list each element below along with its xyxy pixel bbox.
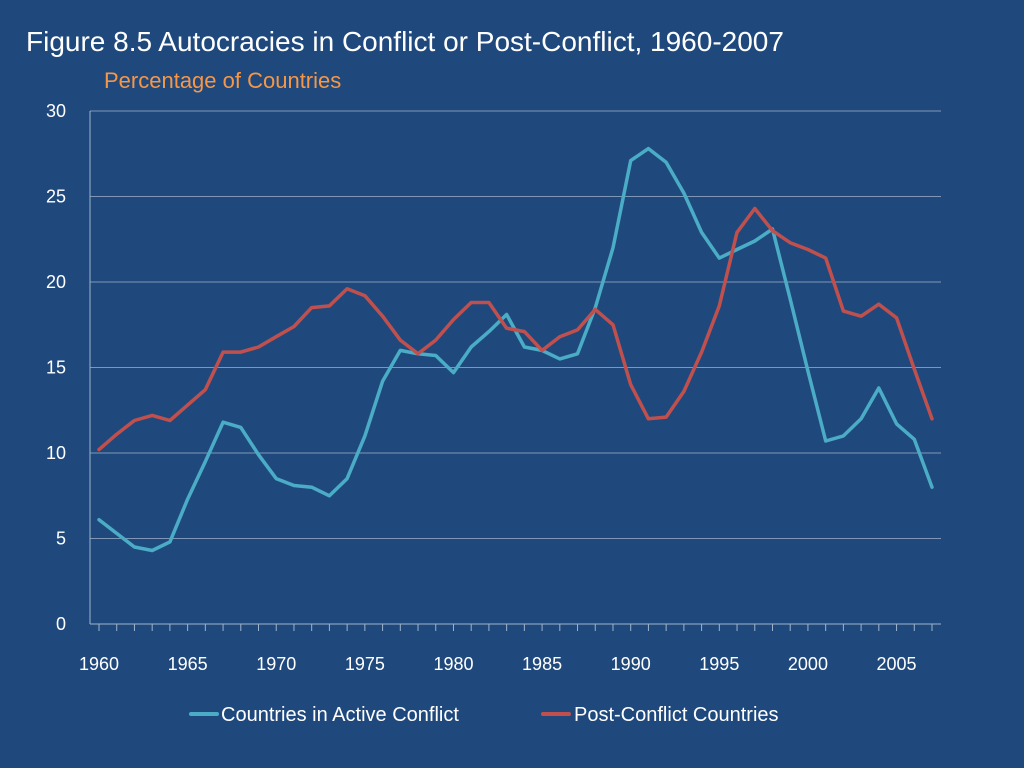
legend-label: Post-Conflict Countries (574, 704, 779, 726)
x-tick-label: 1975 (345, 654, 385, 674)
x-tick-label: 1990 (611, 654, 651, 674)
y-tick-label: 25 (46, 187, 66, 207)
x-tick-label: 1965 (168, 654, 208, 674)
slide-title: Figure 8.5 Autocracies in Conflict or Po… (26, 26, 784, 57)
y-tick-labels: 0 5 10 15 20 25 30 (46, 101, 66, 634)
legend: Countries in Active Conflict Post-Conflic… (189, 704, 779, 726)
y-tick-label: 15 (46, 358, 66, 378)
x-tick-labels: 1960 1965 1970 1975 1980 1985 1990 1995 2000 2005 (79, 654, 917, 674)
y-tick-label: 5 (56, 529, 66, 549)
series-line-active-conflict (97, 146, 934, 553)
x-tick-label: 1970 (256, 654, 296, 674)
axes (89, 111, 941, 631)
series-line-post-conflict (97, 206, 934, 452)
x-tick-label: 2005 (877, 654, 917, 674)
y-tick-label: 20 (46, 272, 66, 292)
y-tick-label: 30 (46, 101, 66, 121)
chart-subtitle: Percentage of Countries (104, 68, 342, 93)
series-lines (97, 146, 934, 553)
x-tick-label: 2000 (788, 654, 828, 674)
y-tick-label: 10 (46, 443, 66, 463)
y-tick-label: 0 (56, 614, 66, 634)
x-tick-label: 1960 (79, 654, 119, 674)
grid-lines (90, 110, 941, 539)
x-tick-label: 1985 (522, 654, 562, 674)
x-tick-label: 1980 (433, 654, 473, 674)
legend-label: Countries in Active Conflict (221, 704, 459, 726)
x-tick-label: 1995 (699, 654, 739, 674)
